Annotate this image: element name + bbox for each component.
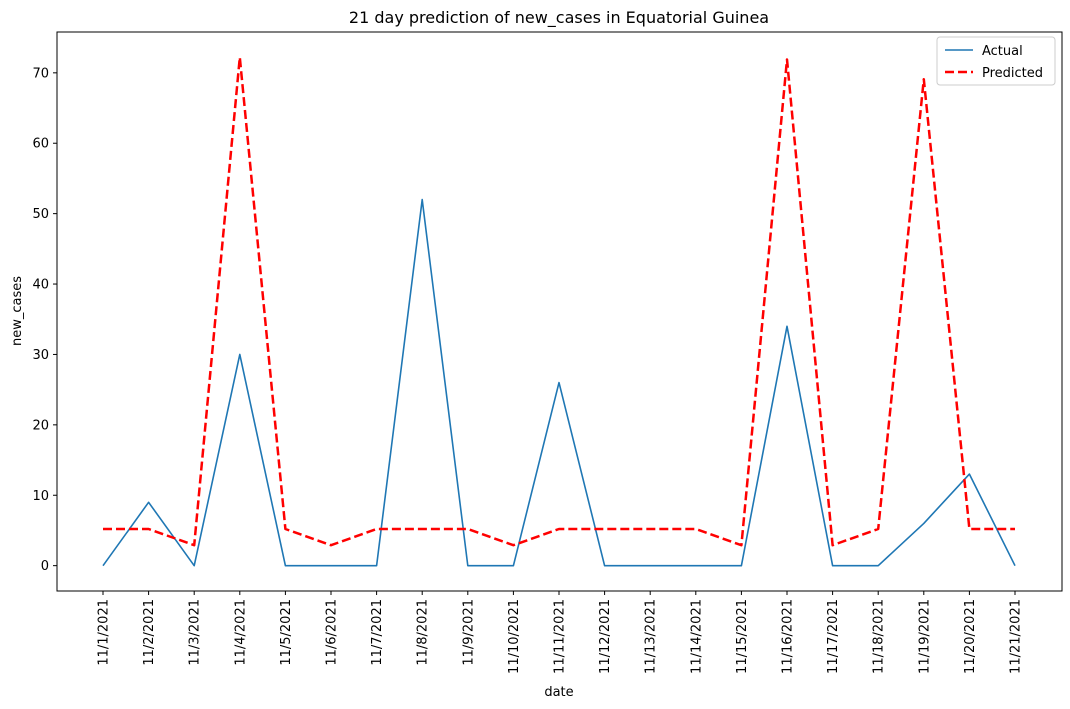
y-tick-label: 30: [32, 348, 49, 363]
plot-frame: [56, 31, 1063, 592]
x-tick-label: 11/6/2021: [325, 599, 340, 666]
x-tick-label: 11/11/2021: [553, 599, 568, 674]
x-tick-label: 11/9/2021: [461, 599, 476, 666]
y-tick-label: 20: [32, 418, 49, 433]
series-line-predicted: [103, 56, 1015, 547]
x-tick-label: 11/2/2021: [142, 599, 157, 666]
x-tick-label: 11/20/2021: [963, 599, 978, 674]
y-axis: 0 10 20 30 40 50 60 70: [32, 66, 57, 574]
plot-area: [56, 31, 1063, 592]
y-tick-label: 0: [41, 559, 49, 574]
x-tick-label: 11/5/2021: [279, 599, 294, 666]
y-tick-label: 70: [32, 66, 49, 81]
y-tick-label: 60: [32, 137, 49, 152]
x-tick-label: 11/1/2021: [97, 599, 112, 666]
x-tick-label: 11/10/2021: [507, 599, 522, 674]
series-layer: [102, 56, 1016, 567]
x-axis-label: date: [544, 685, 573, 700]
x-tick-label: 11/13/2021: [644, 599, 659, 674]
y-tick-label: 10: [32, 489, 49, 504]
y-axis-label: new_cases: [10, 276, 25, 346]
x-tick-label: 11/7/2021: [370, 599, 385, 666]
x-tick-label: 11/21/2021: [1009, 599, 1024, 674]
y-tick-label: 40: [32, 278, 49, 293]
x-tick-label: 11/4/2021: [233, 599, 248, 666]
x-tick-label: 11/3/2021: [188, 599, 203, 666]
x-tick-label: 11/15/2021: [735, 599, 750, 674]
legend-label-actual: Actual: [982, 44, 1023, 59]
legend-label-predicted: Predicted: [982, 66, 1043, 81]
x-axis: 11/1/2021 11/2/2021 11/3/2021 11/4/2021 11/5…: [97, 591, 1024, 674]
x-tick-label: 11/14/2021: [689, 599, 704, 674]
x-tick-label: 11/8/2021: [416, 599, 431, 666]
chart-title: 21 day prediction of new_cases in Equato…: [349, 8, 769, 28]
legend: Actual Predicted: [936, 36, 1056, 86]
x-tick-label: 11/17/2021: [826, 599, 841, 674]
x-tick-label: 11/16/2021: [781, 599, 796, 674]
y-tick-label: 50: [32, 207, 49, 222]
x-tick-label: 11/12/2021: [598, 599, 613, 674]
x-tick-label: 11/18/2021: [872, 599, 887, 674]
series-line-actual: [102, 198, 1016, 567]
x-tick-label: 11/19/2021: [917, 599, 932, 674]
